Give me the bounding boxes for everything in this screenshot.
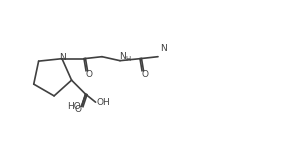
Text: N: N — [59, 53, 66, 62]
Text: O: O — [86, 70, 92, 79]
Text: O: O — [142, 70, 148, 79]
Text: N: N — [161, 44, 167, 53]
Text: HO: HO — [67, 102, 80, 111]
Text: H: H — [125, 56, 131, 62]
Text: OH: OH — [97, 98, 110, 107]
Text: O: O — [74, 105, 81, 114]
Text: N: N — [120, 52, 126, 61]
